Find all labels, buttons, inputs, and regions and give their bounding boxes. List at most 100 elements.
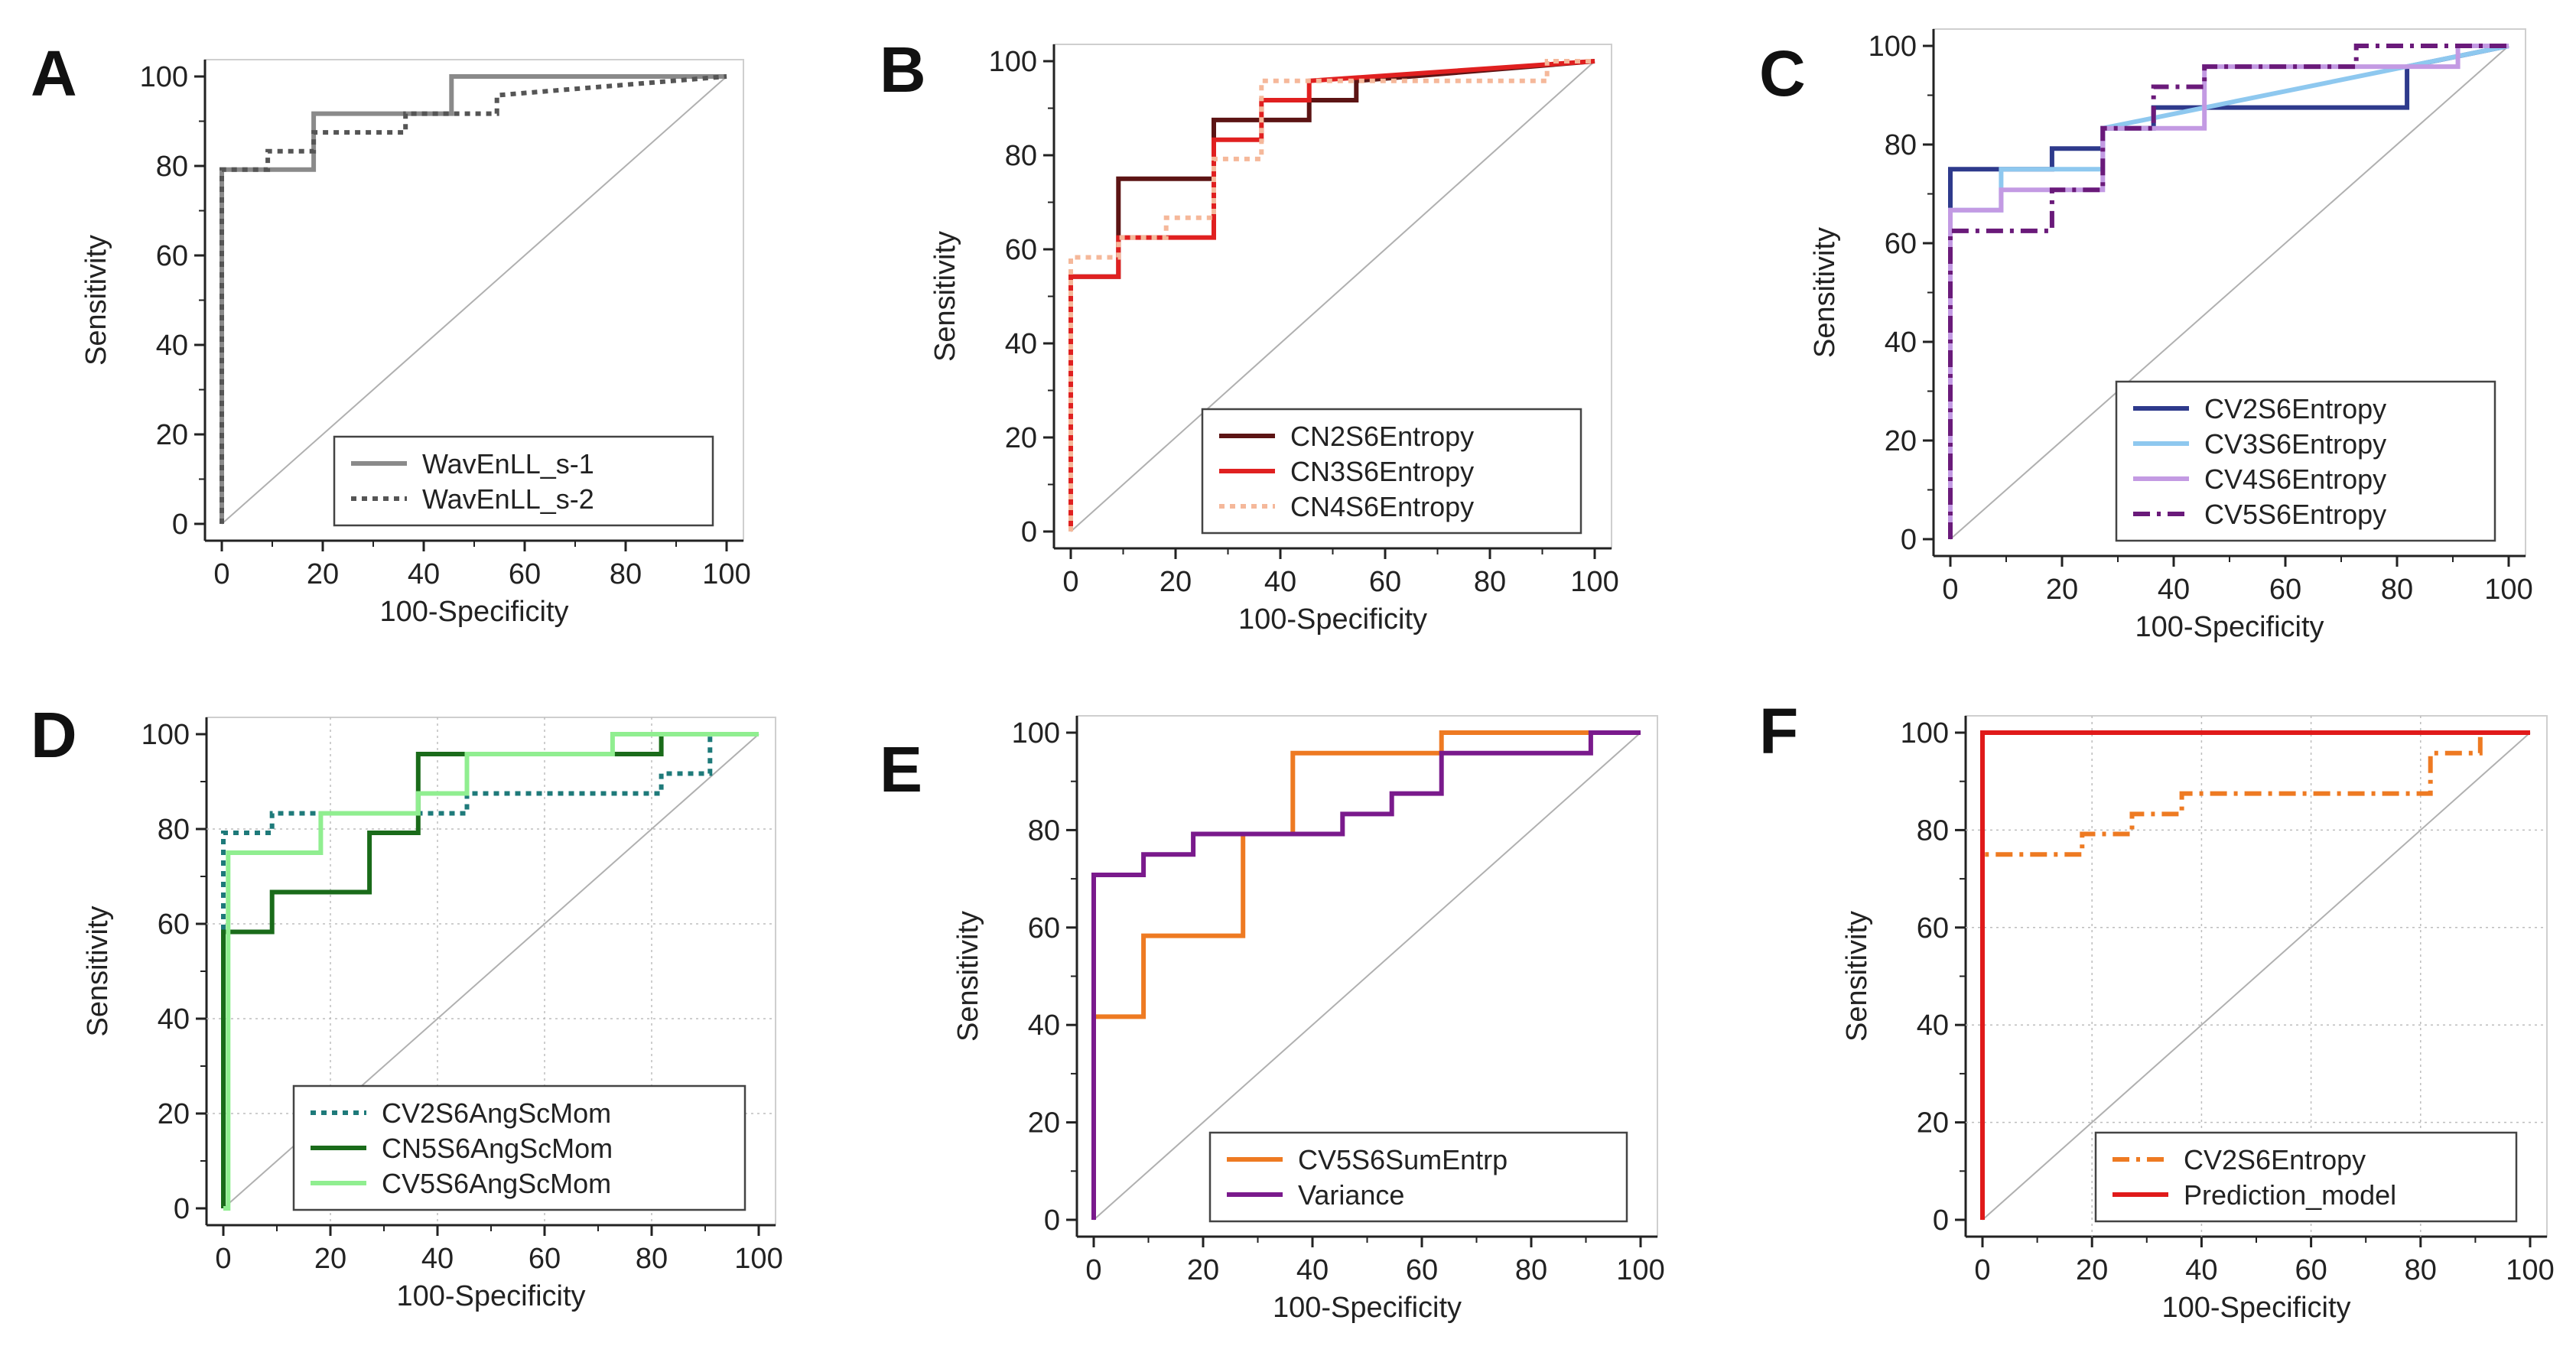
x-tick-label: 100 <box>702 558 750 590</box>
x-axis-label: 100-Specificity <box>1273 1292 1462 1324</box>
y-tick-label: 20 <box>1005 422 1037 454</box>
x-tick-label: 20 <box>2046 574 2078 606</box>
series-line-prediction-model <box>1980 730 2530 1220</box>
x-tick-label: 100 <box>1570 566 1618 598</box>
y-axis-label: Sensitivity <box>80 235 112 366</box>
x-tick-label: 100 <box>2506 1254 2554 1286</box>
roc-panel-a: A 0 20 40 60 80 100 0 20 40 60 80 100 100-Specificity… <box>31 37 751 628</box>
legend-label: CN4S6Entropy <box>1290 491 1474 522</box>
x-axis-label: 100-Specificity <box>1238 603 1427 636</box>
y-tick-label: 40 <box>1917 1010 1949 1042</box>
y-tick-label: 80 <box>1885 129 1917 161</box>
legend-label: CN2S6Entropy <box>1290 421 1474 452</box>
x-tick-label: 20 <box>1187 1254 1219 1286</box>
x-tick-label: 100 <box>734 1243 782 1275</box>
y-tick-label: 100 <box>1869 31 1917 63</box>
panel-letter: B <box>880 34 926 106</box>
series-line-cn5s6angscmom <box>221 732 759 1208</box>
y-tick-label: 40 <box>156 330 188 362</box>
series-line-cn4s6entropy <box>1068 59 1595 532</box>
reference-diagonal <box>1070 60 1595 532</box>
y-tick-label: 80 <box>156 151 188 183</box>
y-tick-label: 40 <box>1885 327 1917 359</box>
y-tick-label: 0 <box>174 1193 190 1225</box>
y-axis-label: Sensitivity <box>952 911 984 1042</box>
y-axis-label: Sensitivity <box>82 905 114 1036</box>
reference-diagonal <box>1982 732 2531 1221</box>
x-tick-label: 20 <box>1160 566 1192 598</box>
series-line-variance <box>1091 730 1641 1220</box>
legend-label: Variance <box>1298 1179 1404 1211</box>
y-tick-label: 60 <box>158 909 190 941</box>
reference-diagonal <box>1093 732 1641 1221</box>
x-tick-label: 80 <box>636 1243 668 1275</box>
y-tick-label: 100 <box>141 719 190 751</box>
y-tick-label: 60 <box>1885 228 1917 260</box>
legend-label: CV3S6Entropy <box>2204 428 2386 460</box>
y-tick-label: 20 <box>158 1098 190 1130</box>
x-tick-label: 80 <box>610 558 642 590</box>
reference-diagonal <box>221 76 727 525</box>
roc-panel-f: F 0 20 40 60 80 100 0 20 40 60 80 100 100-Specificity… <box>1759 695 2555 1324</box>
x-tick-label: 80 <box>1474 566 1506 598</box>
x-tick-label: 0 <box>213 558 229 590</box>
x-tick-label: 40 <box>2185 1254 2217 1286</box>
legend-label: CN3S6Entropy <box>1290 456 1474 487</box>
y-tick-label: 20 <box>1885 425 1917 457</box>
x-axis-label: 100-Specificity <box>379 596 568 628</box>
roc-panel-e: E 0 20 40 60 80 100 0 20 40 60 80 100 100-Specificity… <box>880 715 1665 1324</box>
panel-letter: D <box>31 699 77 771</box>
y-tick-label: 80 <box>158 814 190 846</box>
x-tick-label: 0 <box>1085 1254 1101 1286</box>
x-tick-label: 20 <box>2076 1254 2108 1286</box>
reference-diagonal <box>1950 45 2509 540</box>
x-tick-label: 0 <box>1974 1254 1990 1286</box>
x-tick-label: 20 <box>307 558 339 590</box>
y-tick-label: 100 <box>989 46 1037 78</box>
legend: CV5S6SumEntrp Variance <box>1208 1131 1628 1223</box>
x-tick-label: 100 <box>1616 1254 1664 1286</box>
x-tick-label: 0 <box>215 1243 231 1275</box>
legend-label: Prediction_model <box>2184 1179 2396 1211</box>
y-tick-label: 0 <box>1901 524 1917 556</box>
y-tick-label: 0 <box>1021 516 1037 548</box>
y-tick-label: 0 <box>1044 1205 1060 1237</box>
y-tick-label: 100 <box>1901 717 1949 749</box>
y-axis-label: Sensitivity <box>929 231 961 362</box>
y-tick-label: 20 <box>1028 1107 1060 1140</box>
y-axis-label: Sensitivity <box>1841 911 1873 1042</box>
series-line-cv5s6angscmom <box>223 732 759 1211</box>
x-tick-label: 40 <box>421 1243 454 1275</box>
x-tick-label: 60 <box>1369 566 1401 598</box>
y-tick-label: 20 <box>156 419 188 451</box>
y-tick-label: 0 <box>1933 1205 1949 1237</box>
legend-box <box>1208 1131 1628 1223</box>
x-axis-label: 100-Specificity <box>2135 611 2324 643</box>
panel-letter: E <box>880 733 922 805</box>
panel-letter: C <box>1759 37 1806 109</box>
legend: CN2S6Entropy CN3S6Entropy CN4S6Entropy <box>1201 408 1582 535</box>
legend-box <box>292 1084 746 1211</box>
y-tick-label: 0 <box>172 509 188 541</box>
y-tick-label: 60 <box>1005 234 1037 266</box>
y-tick-label: 60 <box>156 240 188 272</box>
y-tick-label: 100 <box>140 61 188 93</box>
panel-letter: A <box>31 37 77 109</box>
y-tick-label: 20 <box>1917 1107 1949 1140</box>
y-axis-label: Sensitivity <box>1809 227 1841 358</box>
legend-label: CV2S6AngScMom <box>382 1097 611 1129</box>
y-tick-label: 40 <box>158 1003 190 1036</box>
legend-label: CV5S6AngScMom <box>382 1168 611 1199</box>
x-tick-label: 60 <box>1406 1254 1438 1286</box>
y-tick-label: 80 <box>1917 814 1949 847</box>
x-tick-label: 0 <box>1062 566 1078 598</box>
roc-panel-c: C 0 20 40 60 80 100 0 20 40 60 80 100 100-Specificity… <box>1759 28 2533 643</box>
x-tick-label: 80 <box>2381 574 2413 606</box>
legend-label: CV2S6Entropy <box>2204 393 2386 424</box>
roc-panel-d: D 0 20 40 60 80 100 0 20 40 60 80 100 100-Specificity… <box>31 699 783 1312</box>
y-tick-label: 80 <box>1005 140 1037 172</box>
legend: CV2S6Entropy Prediction_model <box>2094 1131 2518 1223</box>
x-tick-label: 0 <box>1942 574 1958 606</box>
